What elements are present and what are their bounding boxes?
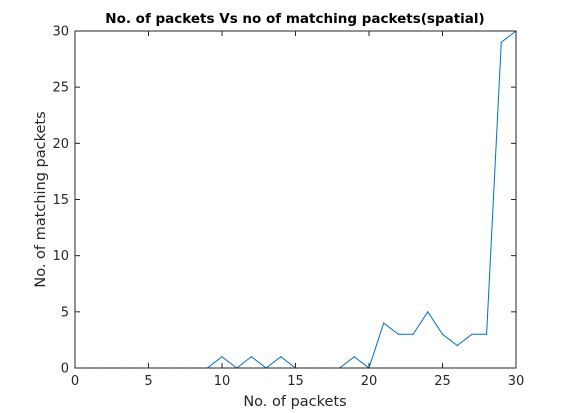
x-tick-label: 25 — [434, 374, 451, 389]
y-tick-label: 25 — [52, 81, 69, 96]
data-point — [354, 356, 355, 357]
y-tick-label: 30 — [52, 25, 69, 40]
y-tick-label: 10 — [52, 249, 69, 264]
y-tick-label: 5 — [61, 305, 69, 320]
x-tick-label: 20 — [361, 374, 378, 389]
data-point — [486, 334, 487, 335]
data-point — [251, 356, 252, 357]
data-point — [442, 334, 443, 335]
y-axis-label: No. of matching packets — [33, 111, 49, 287]
x-tick-label: 5 — [144, 374, 152, 389]
data-point — [413, 334, 414, 335]
x-tick-label: 15 — [287, 374, 304, 389]
x-tick-label: 0 — [71, 374, 79, 389]
chart-title: No. of packets Vs no of matching packets… — [105, 11, 484, 27]
data-point — [457, 345, 458, 346]
y-tick-label: 0 — [61, 362, 69, 377]
plot-area — [75, 31, 516, 368]
data-point — [471, 334, 472, 335]
y-tick-label: 20 — [52, 137, 69, 152]
data-point — [383, 322, 384, 323]
x-axis-label: No. of packets — [243, 394, 346, 410]
data-point — [427, 311, 428, 312]
data-point — [501, 42, 502, 43]
data-point — [221, 356, 222, 357]
y-tick-label: 15 — [52, 193, 69, 208]
data-point — [280, 356, 281, 357]
data-point — [398, 334, 399, 335]
x-tick-label: 10 — [214, 374, 231, 389]
x-tick-label: 30 — [508, 374, 525, 389]
